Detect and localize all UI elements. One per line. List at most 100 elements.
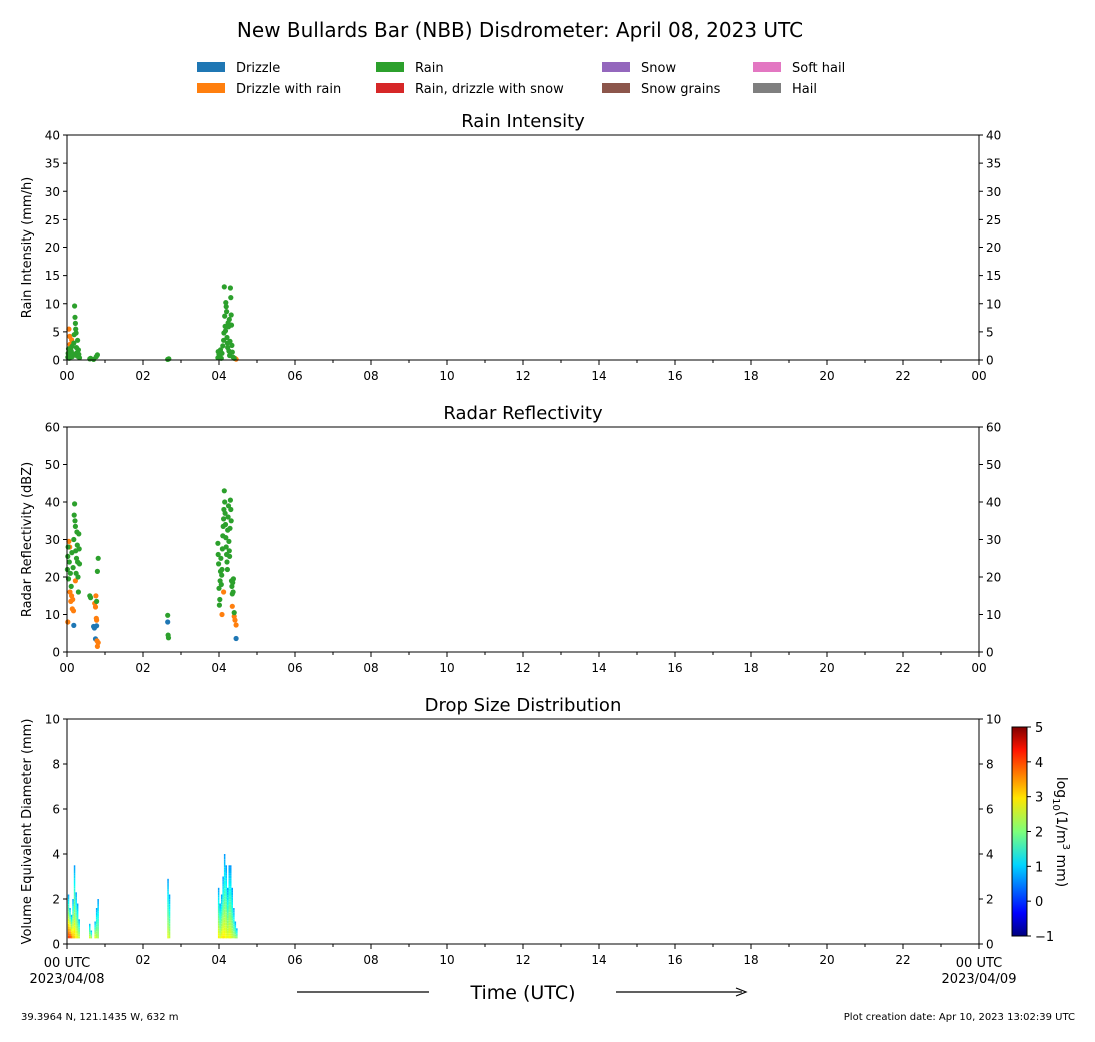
dsd-cell xyxy=(231,905,233,908)
dsd-cell xyxy=(236,931,238,934)
dsd-cell xyxy=(223,893,226,897)
dsd-cell xyxy=(72,913,74,917)
data-point-drizzle-with-rain xyxy=(221,589,227,595)
dsd-cell xyxy=(222,910,224,913)
x-tick-label: 10 xyxy=(439,953,454,967)
dsd-cell xyxy=(223,875,226,878)
dsd-cell xyxy=(75,923,77,926)
data-point-rain xyxy=(75,347,81,353)
data-point-rain xyxy=(226,548,232,554)
legend-label: Drizzle xyxy=(236,61,280,76)
dsd-cell xyxy=(94,921,96,924)
dsd-cell xyxy=(230,878,232,881)
x-tick-label: 00 xyxy=(59,369,74,383)
data-point-rain xyxy=(216,602,222,608)
dsd-cell xyxy=(228,920,230,923)
dsd-cell xyxy=(217,915,220,919)
dsd-cell xyxy=(225,891,227,894)
x-tick-label: 04 xyxy=(211,953,226,967)
legend-swatch xyxy=(197,62,225,72)
dsd-cell xyxy=(73,901,76,905)
dsd-cell xyxy=(217,935,220,939)
dsd-cell xyxy=(223,914,226,918)
y-tick-label: 10 xyxy=(45,608,60,622)
dsd-cell xyxy=(231,933,233,936)
dsd-cell xyxy=(97,903,99,907)
dsd-cell xyxy=(228,912,230,915)
x-tick-label: 10 xyxy=(439,661,454,675)
dsd-cell xyxy=(75,925,77,929)
dsd-cell xyxy=(73,922,76,926)
dsd-cell xyxy=(225,883,227,887)
dsd-cell xyxy=(90,932,93,934)
legend-swatch xyxy=(376,62,404,72)
dsd-cell xyxy=(227,908,229,911)
data-point-drizzle xyxy=(94,623,100,629)
dsd-cell xyxy=(217,900,220,903)
dsd-cell xyxy=(222,933,224,936)
dsd-cell xyxy=(225,930,227,934)
dsd-cell xyxy=(225,907,227,910)
dsd-cell xyxy=(222,892,224,895)
dsd-cell xyxy=(220,896,223,900)
y-tick-label: 40 xyxy=(45,496,60,510)
dsd-cell xyxy=(225,888,227,892)
data-point-drizzle xyxy=(71,622,77,629)
dsd-cell xyxy=(167,896,169,900)
dsd-cell xyxy=(168,928,171,931)
dsd-cell xyxy=(70,936,73,939)
dsd-cell xyxy=(73,894,76,897)
dsd-cell xyxy=(220,906,223,910)
dsd-cell xyxy=(223,919,226,923)
data-point-rain xyxy=(231,610,237,616)
x-tick-label: 20 xyxy=(819,661,834,675)
dsd-cell xyxy=(75,930,77,934)
dsd-cell xyxy=(70,926,73,929)
dsd-cell xyxy=(69,922,71,925)
data-point-drizzle-with-rain xyxy=(93,593,99,599)
y-tick-label-right: 0 xyxy=(986,646,994,660)
dsd-cell xyxy=(72,908,74,912)
dsd-cell xyxy=(70,917,73,920)
dsd-cell xyxy=(225,912,227,915)
dsd-cell xyxy=(230,899,232,902)
legend-label: Rain xyxy=(415,61,444,76)
data-point-rain xyxy=(88,595,94,601)
dsd-cell xyxy=(95,910,98,913)
dsd-cell xyxy=(72,899,74,902)
dsd-cell xyxy=(95,915,98,918)
y-tick-label-right: 5 xyxy=(986,325,994,339)
dsd-cell xyxy=(73,909,76,913)
dsd-cell xyxy=(230,909,232,913)
dsd-cell xyxy=(231,902,233,906)
dsd-cell xyxy=(89,925,91,928)
dsd-cell xyxy=(72,906,74,909)
dsd-cell xyxy=(230,896,232,900)
dsd-cell xyxy=(90,933,93,936)
y-tick-label-right: 10 xyxy=(986,713,1001,727)
dsd-cell xyxy=(78,934,80,937)
data-point-rain xyxy=(76,561,83,567)
y-tick-label: 10 xyxy=(45,297,60,311)
data-point-rain xyxy=(227,338,233,344)
dsd-cell xyxy=(70,928,73,932)
dsd-cell xyxy=(219,903,221,906)
dsd-cell xyxy=(230,912,232,915)
dsd-cell xyxy=(67,928,70,931)
dsd-cell xyxy=(231,892,233,896)
dsd-cell xyxy=(233,908,235,911)
data-point-rain xyxy=(225,514,231,520)
dsd-cell xyxy=(217,925,220,929)
x-tick-label: 04 xyxy=(211,369,226,383)
y-tick-label: 25 xyxy=(45,213,60,227)
dsd-cell xyxy=(227,897,229,901)
data-point-rain xyxy=(228,506,234,513)
dsd-cell xyxy=(220,894,223,897)
dsd-cell xyxy=(97,921,99,924)
dsd-cell xyxy=(228,883,230,887)
dsd-cell xyxy=(73,933,76,936)
dsd-cell xyxy=(233,933,235,936)
dsd-cell xyxy=(73,888,76,892)
dsd-cell xyxy=(231,925,233,929)
dsd-cell xyxy=(222,920,224,923)
